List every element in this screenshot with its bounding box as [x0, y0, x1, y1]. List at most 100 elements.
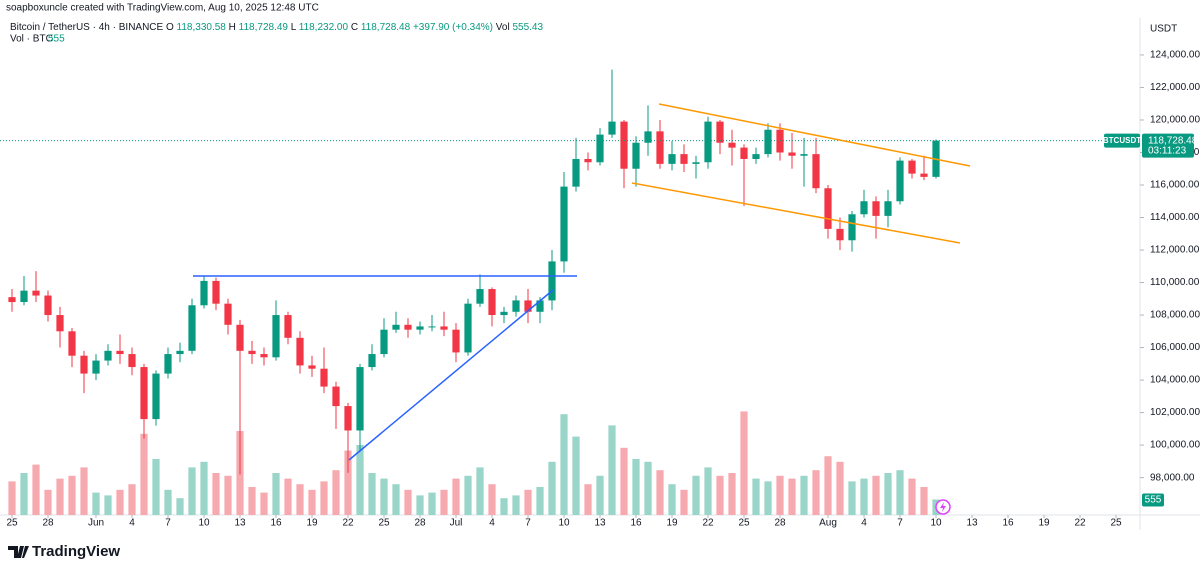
volume-bar [920, 487, 928, 515]
candle-body [464, 303, 472, 353]
y-tick-label: 108,000.00 [1150, 310, 1200, 321]
candle-body [104, 350, 112, 361]
volume-bar [824, 456, 832, 515]
volume-bar [164, 489, 172, 515]
x-tick-label: 25 [1110, 518, 1122, 529]
x-tick-label: 4 [861, 518, 867, 529]
volume-bar [80, 467, 88, 515]
candle-body [668, 154, 676, 164]
x-tick-label: 28 [774, 518, 786, 529]
candle-body [704, 121, 712, 163]
brand-name: TradingView [32, 543, 120, 560]
axes: 98,000.00 100,000.00 102,000.00 104,000.00 1… [6, 50, 1200, 529]
candle-body [296, 337, 304, 366]
volume-bar [44, 489, 52, 515]
volume-bar [620, 447, 628, 515]
volume-bar [272, 473, 280, 515]
legend-key: H [229, 22, 236, 33]
y-tick-label: 104,000.00 [1150, 375, 1200, 386]
volume-bar [848, 481, 856, 515]
volume-bar [428, 492, 436, 515]
y-tick-label: 106,000.00 [1150, 342, 1200, 353]
candle-body [416, 326, 424, 330]
candle-body [128, 354, 136, 368]
candle-body [284, 315, 292, 338]
candle-body [788, 152, 796, 156]
volume-bar [572, 436, 580, 515]
y-tick-label: 102,000.00 [1150, 407, 1200, 418]
volume-bar [380, 478, 388, 515]
volume-bar [656, 470, 664, 515]
y-tick-label: 124,000.00 [1150, 50, 1200, 61]
candle-body [800, 154, 808, 156]
volume-bar [644, 461, 652, 515]
event-icon-bolt [940, 502, 946, 512]
x-tick-label: 13 [594, 518, 606, 529]
legend-value: 118,728.48 [361, 22, 411, 33]
ohlc-legend: Bitcoin / TetherUS · 4h · BINANCE O 118,… [10, 22, 543, 33]
volume-bar [704, 467, 712, 515]
candle-body [584, 158, 592, 163]
candle-body [608, 121, 616, 135]
x-tick-label: Jun [88, 518, 104, 529]
x-tick-label: 10 [558, 518, 570, 529]
countdown: 03:11:23 [1148, 145, 1187, 156]
volume-bar [440, 489, 448, 515]
legend-key: Vol [496, 22, 510, 33]
volume-bar [356, 445, 364, 515]
x-tick-label: Aug [819, 518, 837, 529]
x-tick-label: 4 [129, 518, 135, 529]
y-tick-label: 116,000.00 [1150, 180, 1200, 191]
volume-bar [596, 475, 604, 515]
candle-body [200, 280, 208, 306]
candle-body [272, 315, 280, 358]
volume-bar [488, 484, 496, 515]
ticker-tag-label: BTCUSDT [1103, 136, 1141, 145]
candle-body [80, 355, 88, 374]
candle-body [872, 201, 880, 216]
volume-bar [176, 498, 184, 515]
x-tick-label: 25 [378, 518, 390, 529]
candle-body [812, 154, 820, 189]
price-tag [1142, 133, 1194, 158]
volume-bar [512, 495, 520, 515]
candle-body [716, 121, 724, 143]
volume-bar [680, 489, 688, 515]
volume-bar [812, 470, 820, 515]
y-tick-label: 122,000.00 [1150, 82, 1200, 93]
candle-body [644, 131, 652, 143]
candle-body [488, 289, 496, 316]
volume-bar [788, 478, 796, 515]
volume-bar [608, 425, 616, 515]
volume-bar [332, 470, 340, 515]
x-tick-label: 4 [489, 518, 495, 529]
channel-line [658, 103, 971, 167]
x-tick-label: 10 [930, 518, 942, 529]
candle-body [44, 295, 52, 316]
candle-body [176, 350, 184, 355]
volume-bar [404, 489, 412, 515]
volume-bar [584, 484, 592, 515]
x-tick-label: 16 [630, 518, 642, 529]
x-tick-label: 25 [6, 518, 18, 529]
candle-body [368, 354, 376, 368]
candle-body [236, 324, 244, 351]
volume-bar [296, 484, 304, 515]
volume-bar [668, 484, 676, 515]
volume-bar [740, 411, 748, 515]
price-tag-label: 118,728.48 [1148, 135, 1198, 146]
y-tick-label: 120,000.00 [1150, 115, 1200, 126]
credit: soapboxuncle created with TradingView.co… [6, 3, 319, 14]
legend-key: C [351, 22, 358, 33]
x-tick-label: 13 [966, 518, 978, 529]
volume-bar [32, 464, 40, 515]
x-tick-label: 25 [738, 518, 750, 529]
x-tick-label: 10 [198, 518, 210, 529]
volume-bar [536, 487, 544, 515]
legend-value: 118,330.58 [177, 22, 227, 33]
volume-bar [776, 475, 784, 515]
candle-body [32, 290, 40, 296]
candle-body [152, 373, 160, 420]
volume-bar [560, 414, 568, 515]
brand-logo [8, 546, 29, 558]
